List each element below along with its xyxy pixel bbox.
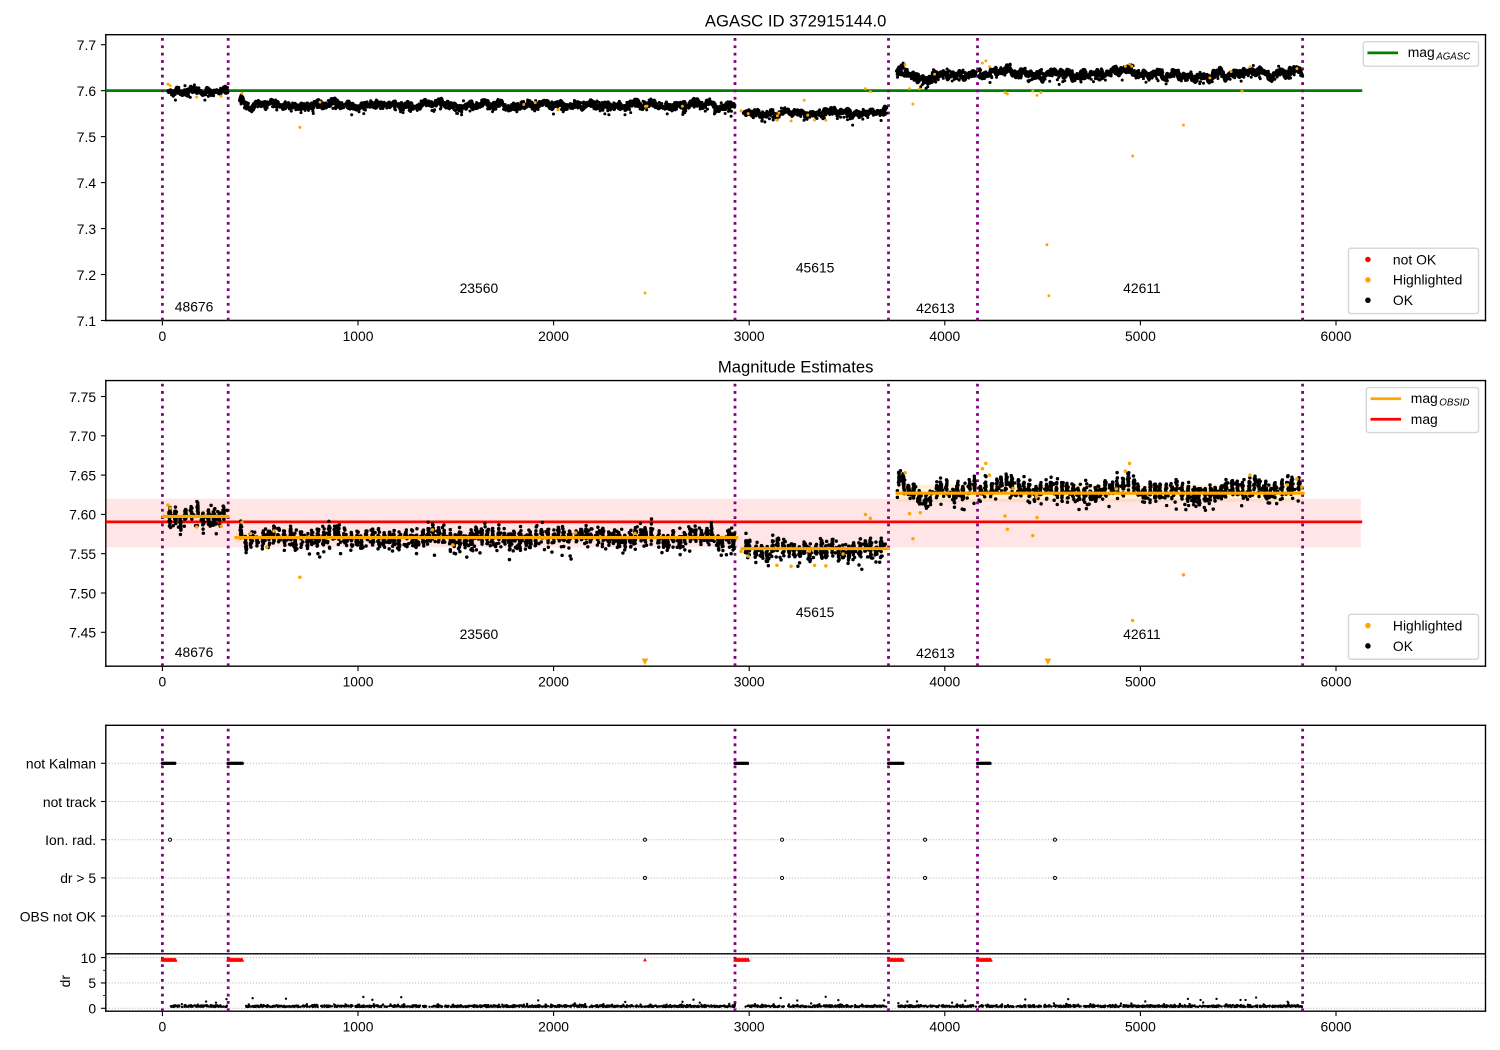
svg-text:48676: 48676 — [175, 299, 214, 315]
svg-text:2000: 2000 — [538, 673, 569, 689]
svg-text:not track: not track — [43, 794, 96, 810]
svg-text:AGASC ID 372915144.0: AGASC ID 372915144.0 — [705, 11, 887, 30]
svg-text:4000: 4000 — [929, 1018, 960, 1034]
svg-text:dr > 5: dr > 5 — [60, 870, 96, 886]
svg-text:4000: 4000 — [929, 328, 960, 344]
svg-text:42611: 42611 — [1123, 280, 1161, 296]
svg-text:2000: 2000 — [538, 328, 569, 344]
svg-text:5000: 5000 — [1125, 1018, 1156, 1034]
svg-text:7.70: 7.70 — [69, 428, 96, 444]
svg-text:Ion. rad.: Ion. rad. — [45, 832, 96, 848]
svg-text:3000: 3000 — [734, 328, 765, 344]
svg-text:6000: 6000 — [1321, 328, 1352, 344]
svg-text:5000: 5000 — [1125, 673, 1156, 689]
svg-text:mag: mag — [1411, 411, 1438, 427]
svg-text:7.4: 7.4 — [77, 175, 97, 191]
svg-text:45615: 45615 — [796, 260, 835, 276]
svg-text:42611: 42611 — [1123, 626, 1161, 642]
svg-text:1000: 1000 — [343, 673, 374, 689]
svg-text:7.45: 7.45 — [69, 625, 96, 641]
svg-text:2000: 2000 — [538, 1018, 569, 1034]
svg-text:1000: 1000 — [343, 1018, 374, 1034]
svg-text:OK: OK — [1393, 292, 1414, 308]
svg-text:23560: 23560 — [460, 626, 499, 642]
svg-text:7.60: 7.60 — [69, 507, 96, 523]
svg-text:7.2: 7.2 — [77, 267, 97, 283]
svg-text:Highlighted: Highlighted — [1393, 272, 1462, 288]
svg-text:0: 0 — [159, 328, 167, 344]
svg-text:7.65: 7.65 — [69, 467, 96, 483]
svg-text:dr: dr — [57, 975, 73, 988]
svg-text:7.7: 7.7 — [77, 37, 97, 53]
svg-text:3000: 3000 — [734, 673, 765, 689]
svg-text:0: 0 — [88, 1001, 96, 1017]
svg-text:not OK: not OK — [1393, 251, 1437, 267]
svg-text:23560: 23560 — [460, 280, 499, 296]
svg-text:42613: 42613 — [916, 645, 955, 661]
svg-text:45615: 45615 — [796, 604, 835, 620]
svg-text:6000: 6000 — [1321, 1018, 1352, 1034]
svg-text:42613: 42613 — [916, 300, 955, 316]
svg-text:6000: 6000 — [1321, 673, 1352, 689]
svg-text:7.1: 7.1 — [77, 313, 97, 329]
svg-text:7.50: 7.50 — [69, 585, 96, 601]
svg-text:5000: 5000 — [1125, 328, 1156, 344]
svg-text:7.6: 7.6 — [77, 83, 97, 99]
svg-text:0: 0 — [159, 1018, 167, 1034]
svg-text:OBS not OK: OBS not OK — [20, 908, 97, 924]
svg-text:48676: 48676 — [175, 644, 214, 660]
svg-text:Highlighted: Highlighted — [1393, 617, 1462, 633]
svg-text:7.55: 7.55 — [69, 546, 96, 562]
svg-text:3000: 3000 — [734, 1018, 765, 1034]
svg-text:Magnitude Estimates: Magnitude Estimates — [718, 357, 874, 376]
svg-text:not Kalman: not Kalman — [26, 756, 96, 772]
svg-text:10: 10 — [81, 950, 97, 966]
svg-text:0: 0 — [159, 673, 167, 689]
svg-text:7.5: 7.5 — [77, 129, 97, 145]
svg-text:1000: 1000 — [343, 328, 374, 344]
svg-text:5: 5 — [88, 975, 96, 991]
svg-text:4000: 4000 — [929, 673, 960, 689]
svg-text:7.3: 7.3 — [77, 221, 97, 237]
svg-text:7.75: 7.75 — [69, 389, 96, 405]
svg-text:OK: OK — [1393, 638, 1414, 654]
